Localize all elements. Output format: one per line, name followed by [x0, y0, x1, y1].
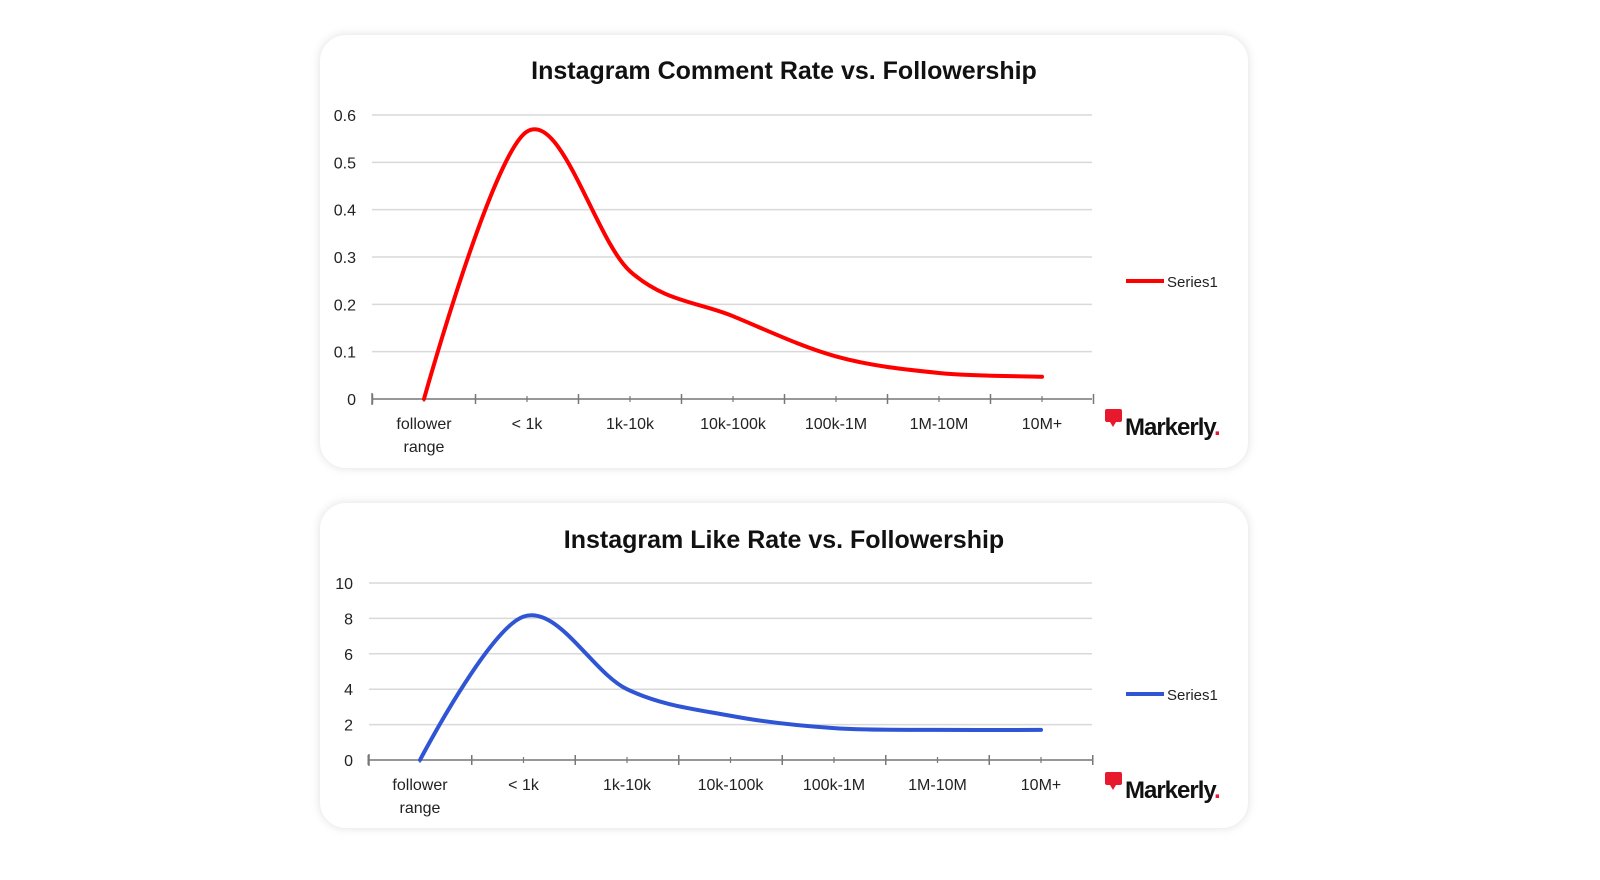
series-line [418, 613, 1043, 762]
y-tick-label: 0.5 [334, 155, 356, 172]
markerly-logo: Markerly. [1105, 772, 1221, 804]
logo-text: Markerly. [1125, 777, 1220, 804]
x-tick-label: 1k-10k [603, 777, 652, 794]
x-tick-label: 100k-1M [805, 416, 867, 433]
y-tick-label: 6 [344, 647, 353, 664]
y-tick-label: 4 [344, 682, 353, 699]
x-tick-label: < 1k [508, 777, 540, 794]
x-tick-label: 10M+ [1022, 416, 1062, 433]
speech-bubble-icon [1105, 409, 1122, 422]
y-tick-label: 0.6 [334, 108, 356, 125]
chart-title: Instagram Comment Rate vs. Followership [531, 57, 1037, 85]
chart-title: Instagram Like Rate vs. Followership [564, 526, 1004, 554]
x-tick-label: 100k-1M [803, 777, 865, 794]
x-tick-label: 1M-10M [910, 416, 969, 433]
y-tick-label: 0 [344, 753, 353, 770]
x-tick-label: 10k-100k [700, 416, 767, 433]
y-tick-label: 0.4 [334, 203, 356, 220]
series-line [422, 127, 1044, 401]
x-tick-label: follower range [396, 416, 452, 456]
speech-bubble-tail-icon [1110, 785, 1116, 790]
x-tick-label: 1M-10M [908, 777, 967, 794]
legend-label: Series1 [1167, 274, 1218, 291]
logo-text: Markerly. [1125, 414, 1220, 441]
y-tick-label: 2 [344, 718, 353, 735]
y-tick-label: 0.3 [334, 250, 356, 267]
legend-label: Series1 [1167, 687, 1218, 704]
y-tick-label: 0.1 [334, 345, 356, 362]
y-tick-label: 10 [335, 576, 353, 593]
y-tick-label: 8 [344, 611, 353, 628]
y-tick-label: 0 [347, 392, 356, 409]
x-tick-label: 10k-100k [698, 777, 765, 794]
speech-bubble-icon [1105, 772, 1122, 785]
x-tick-label: 1k-10k [606, 416, 655, 433]
like-rate-chart: Instagram Like Rate vs. Followership 0 2 4 6… [335, 526, 1221, 817]
comment-rate-chart-card: Instagram Comment Rate vs. Followership 0… [320, 35, 1248, 468]
x-tick-label: 10M+ [1021, 777, 1061, 794]
y-tick-label: 0.2 [334, 297, 356, 314]
like-rate-chart-card: Instagram Like Rate vs. Followership 0 2 4 6… [320, 503, 1248, 828]
x-tick-label: follower range [392, 777, 448, 817]
speech-bubble-tail-icon [1110, 422, 1116, 427]
x-tick-label: < 1k [512, 416, 544, 433]
markerly-logo: Markerly. [1105, 409, 1221, 441]
comment-rate-chart: Instagram Comment Rate vs. Followership 0… [334, 57, 1221, 456]
